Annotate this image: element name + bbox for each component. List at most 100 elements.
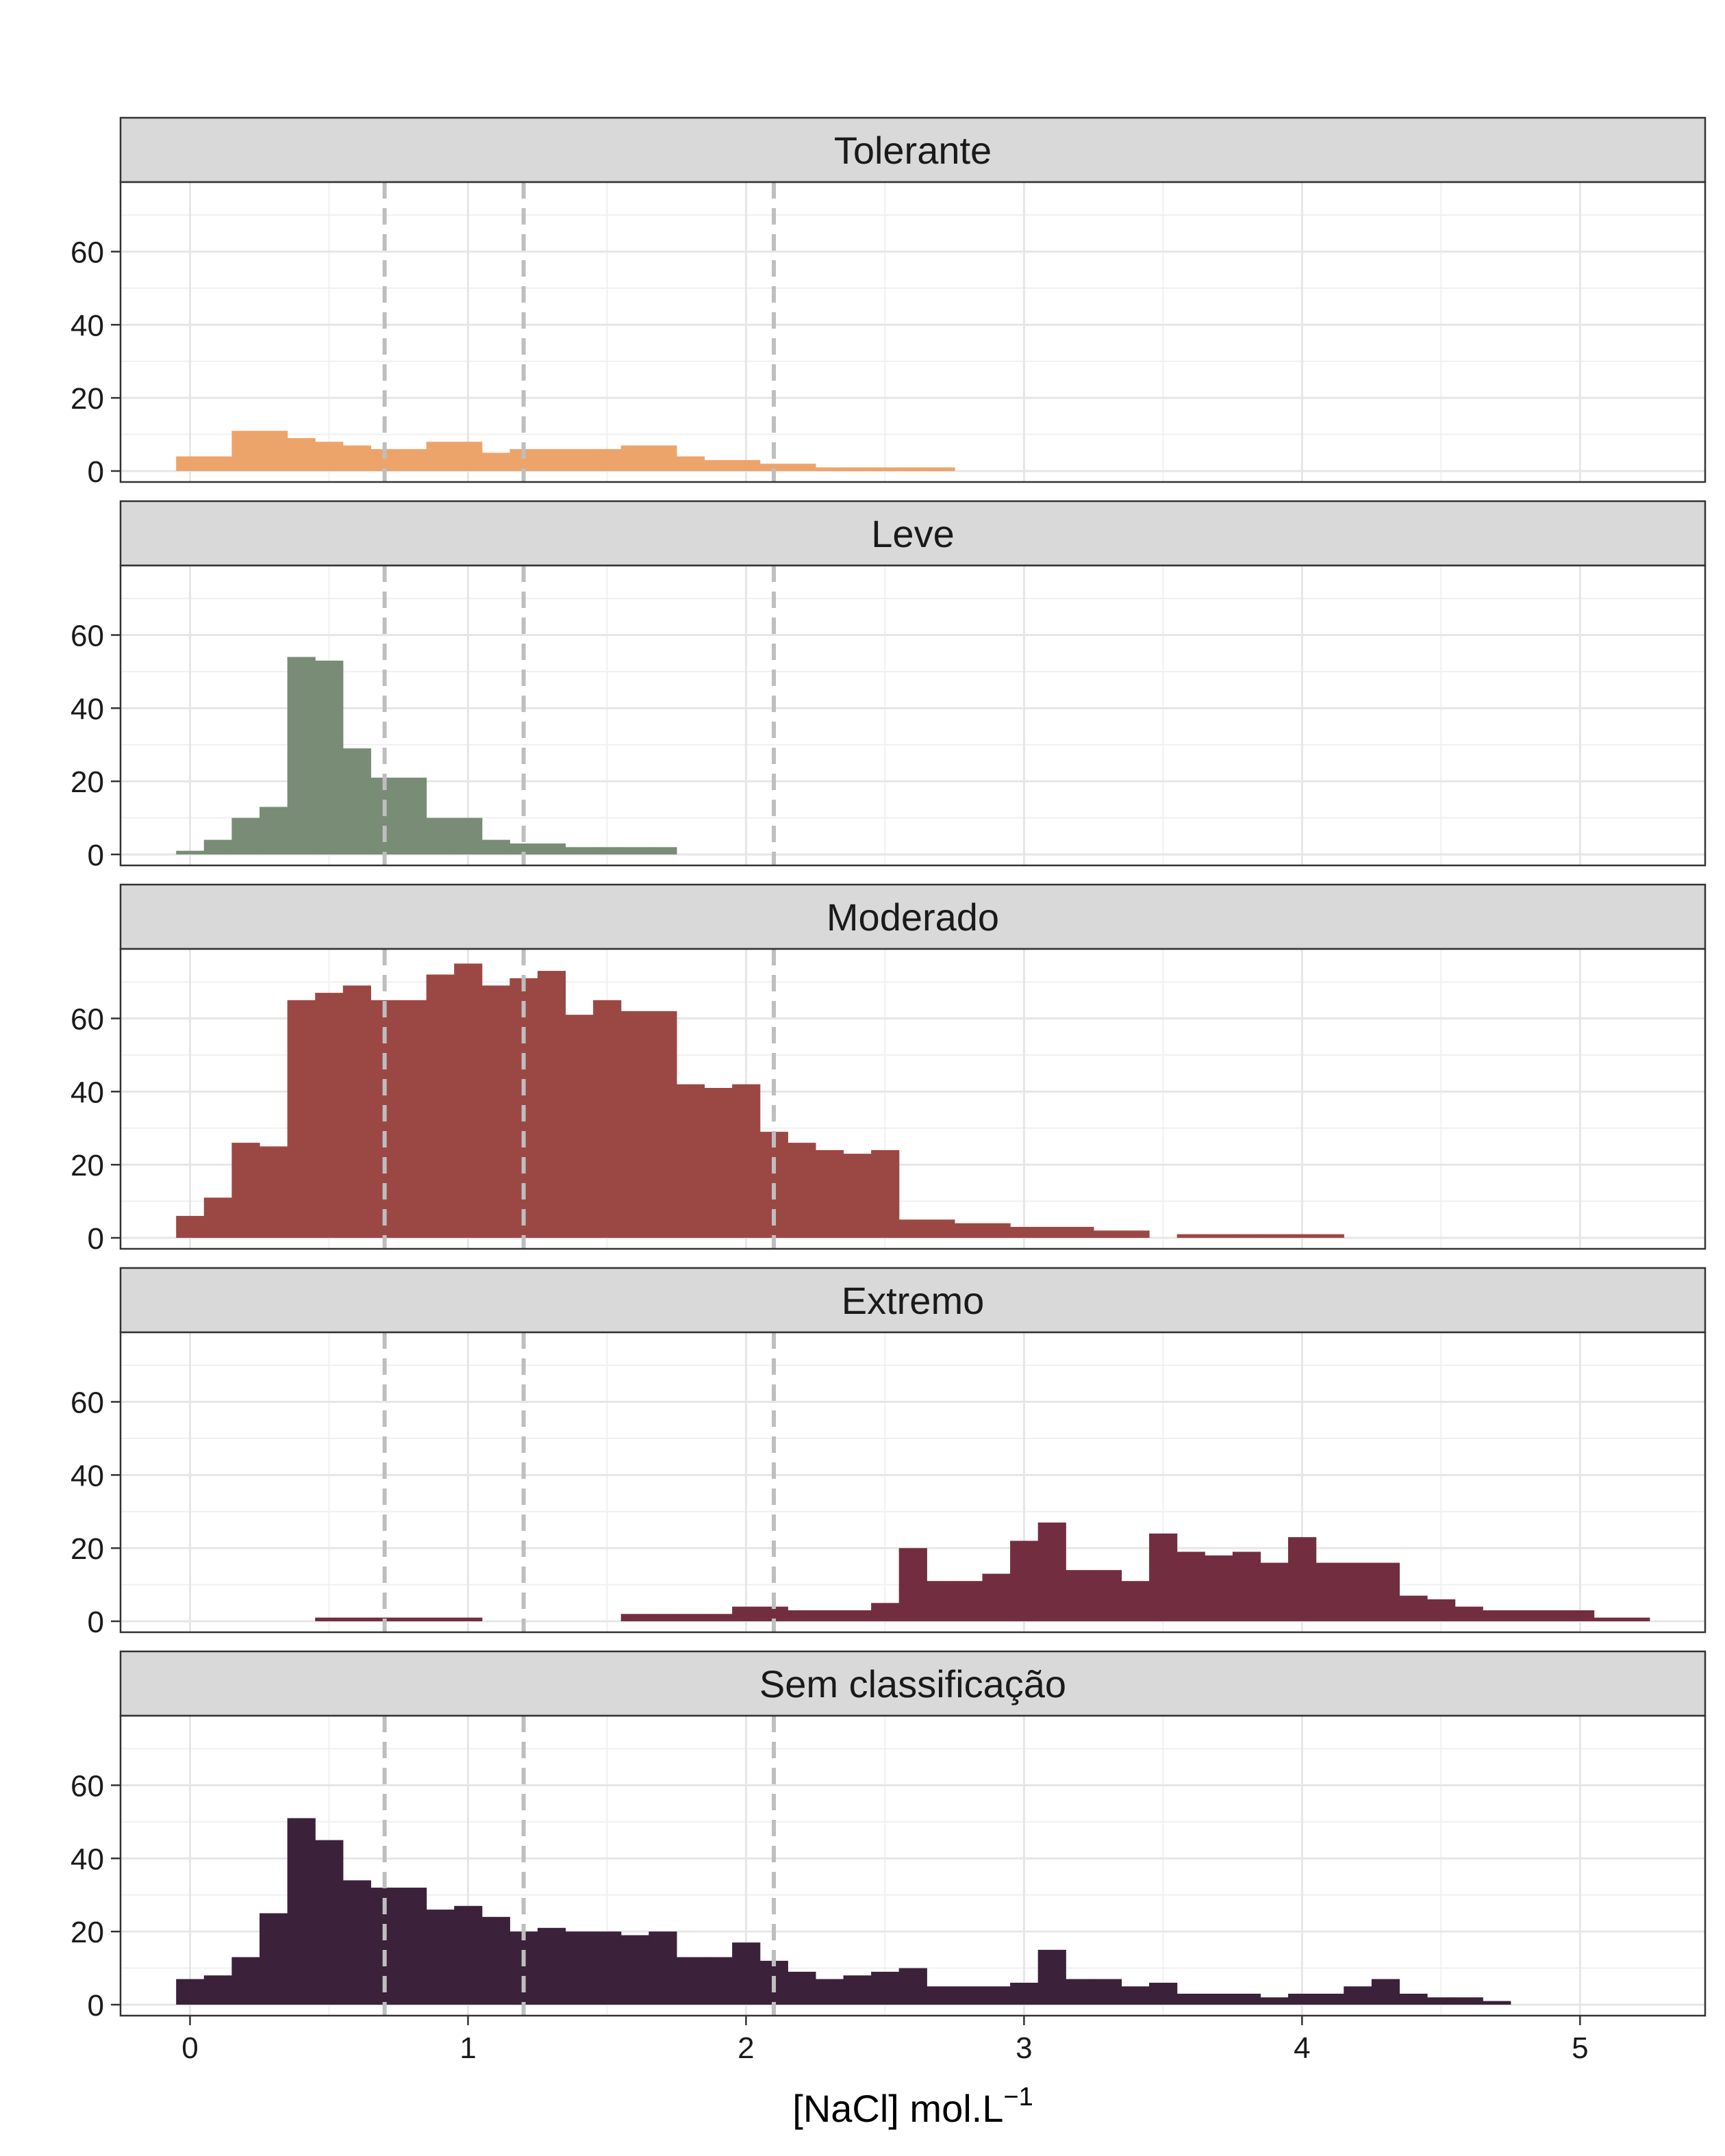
- histogram-bar: [231, 817, 260, 854]
- y-tick-label: 0: [88, 455, 104, 489]
- histogram-bar: [1093, 1979, 1122, 2005]
- histogram-bar: [1594, 1617, 1622, 1621]
- histogram-bar: [176, 850, 205, 854]
- y-tick-label: 40: [71, 309, 104, 342]
- y-tick-label: 0: [88, 839, 104, 872]
- histogram-bar: [287, 437, 316, 471]
- y-tick-label: 20: [71, 1916, 104, 1949]
- histogram-bar: [1037, 1949, 1066, 2005]
- y-tick-label: 0: [88, 1606, 104, 1639]
- histogram-bar: [732, 1942, 761, 2005]
- facet-strip-label: Tolerante: [834, 129, 992, 172]
- histogram-bar: [843, 1975, 872, 2005]
- x-tick-label: 2: [738, 2031, 754, 2065]
- histogram-bar: [1538, 1610, 1567, 1621]
- y-tick-label: 60: [71, 619, 104, 652]
- histogram-bar: [1455, 1606, 1483, 1621]
- histogram-bar: [815, 1610, 844, 1621]
- histogram-bar: [1455, 1997, 1483, 2005]
- histogram-bar: [426, 1910, 455, 2005]
- histogram-bar: [203, 1975, 232, 2005]
- y-tick-label: 0: [88, 1989, 104, 2022]
- histogram-bar: [620, 1614, 649, 1621]
- facet-strip: [119, 1267, 1707, 1334]
- histogram-bar: [1260, 1562, 1289, 1621]
- histogram-bar: [788, 464, 816, 471]
- histogram-bar: [927, 1581, 955, 1621]
- histogram-bar: [509, 843, 538, 854]
- histogram-bar: [454, 1905, 483, 2005]
- histogram-bar: [537, 843, 566, 854]
- histogram-bar: [315, 1840, 344, 2005]
- histogram-bar: [1037, 1226, 1066, 1238]
- histogram-bar: [426, 1617, 455, 1621]
- y-tick-label: 0: [88, 1222, 104, 1256]
- histogram-bar: [1121, 1986, 1150, 2005]
- histogram-bar: [1622, 1617, 1650, 1621]
- x-axis-title-text: [NaCl] mol.L: [792, 2087, 1003, 2130]
- histogram-bar: [620, 1935, 649, 2005]
- histogram-bar: [593, 1931, 622, 2005]
- histogram-bar: [1093, 1230, 1122, 1238]
- histogram-bar: [1066, 1226, 1094, 1238]
- histogram-bar: [1427, 1997, 1456, 2005]
- histogram-bar: [287, 1000, 316, 1238]
- histogram-bar: [203, 456, 232, 471]
- histogram-bar: [426, 817, 455, 854]
- histogram-bar: [954, 1986, 983, 2005]
- panel-border: [119, 948, 1707, 1250]
- histogram-bar: [481, 453, 510, 471]
- histogram-bar: [1483, 1610, 1511, 1621]
- facet-strip-label: Sem classificação: [759, 1662, 1066, 1705]
- histogram-bar: [342, 748, 371, 854]
- histogram-bar: [1566, 1610, 1595, 1621]
- facet-strip-label: Leve: [871, 512, 954, 555]
- y-tick-label: 60: [71, 1769, 104, 1803]
- panel-border: [119, 1714, 1707, 2017]
- histogram-bar: [1288, 1234, 1317, 1238]
- x-tick-label: 5: [1572, 2031, 1588, 2065]
- facet-panel: Sem classificação 0 20 40 60: [71, 1650, 1707, 2022]
- histogram-bar: [1205, 1993, 1233, 2005]
- facet-strip: [119, 500, 1707, 567]
- histogram-bar: [315, 660, 344, 854]
- histogram-bar: [1510, 1610, 1539, 1621]
- histogram-bar: [315, 442, 344, 471]
- x-axis-title-superscript: −1: [1003, 2083, 1033, 2111]
- histogram-bar: [1176, 1551, 1205, 1621]
- histogram-bar: [1149, 1982, 1178, 2005]
- histogram-bar: [927, 1219, 955, 1238]
- histogram-bar: [287, 657, 316, 854]
- histogram-bar: [954, 1223, 983, 1238]
- y-tick-label: 20: [71, 1149, 104, 1182]
- histogram-bar: [1010, 1540, 1039, 1621]
- histogram-bar: [815, 1979, 844, 2005]
- histogram-bar: [1371, 1979, 1400, 2005]
- histogram-bar: [898, 1219, 927, 1238]
- panel-border: [119, 564, 1707, 867]
- x-tick-label: 0: [181, 2031, 198, 2065]
- histogram-bar: [1371, 1562, 1400, 1621]
- histogram-bar: [649, 1614, 677, 1621]
- histogram-bar: [982, 1573, 1011, 1621]
- histogram-bar: [593, 847, 622, 854]
- facet-panel: Tolerante 0 20 40 60: [71, 116, 1707, 489]
- histogram-bar: [676, 1084, 705, 1238]
- histogram-bar: [1260, 1997, 1289, 2005]
- histogram-bar: [1315, 1234, 1344, 1238]
- histogram-bar: [398, 1617, 427, 1621]
- histogram-bar: [1121, 1230, 1150, 1238]
- histogram-bar: [509, 1931, 538, 2005]
- histogram-bar: [1010, 1982, 1039, 2005]
- histogram-bar: [759, 464, 788, 471]
- histogram-bar: [1288, 1993, 1317, 2005]
- facet-panel: Moderado 0 20 40 60: [71, 883, 1707, 1256]
- x-tick-label: 1: [459, 2031, 476, 2065]
- histogram-bar: [203, 1197, 232, 1238]
- histogram-bar: [1315, 1993, 1344, 2005]
- histogram-bar: [454, 442, 483, 471]
- histogram-bar: [898, 1968, 927, 2005]
- histogram-bar: [649, 1931, 677, 2005]
- histogram-bar: [815, 1150, 844, 1238]
